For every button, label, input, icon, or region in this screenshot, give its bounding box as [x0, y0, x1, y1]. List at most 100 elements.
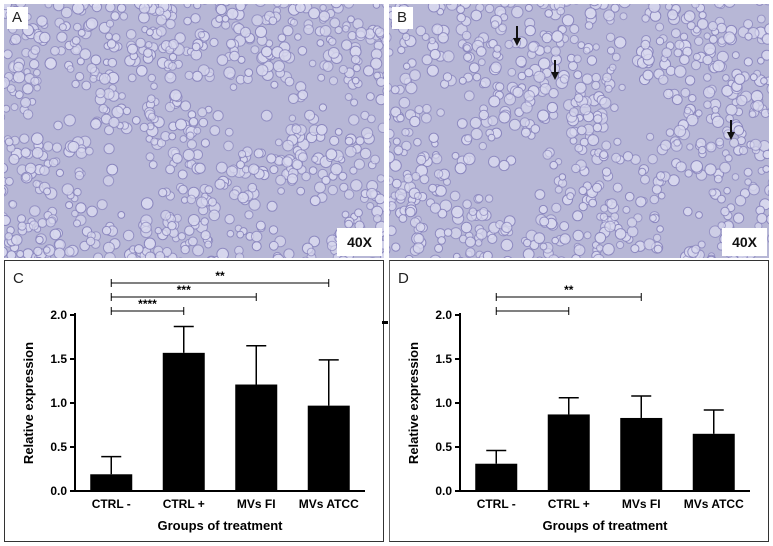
cell — [251, 14, 264, 27]
cell — [712, 59, 726, 73]
cell — [470, 127, 483, 141]
cell — [470, 9, 483, 22]
cell — [168, 38, 179, 50]
cell — [44, 57, 57, 70]
cell — [53, 120, 63, 131]
cell — [370, 57, 383, 70]
cell — [604, 220, 617, 233]
cell — [764, 4, 769, 6]
cell — [640, 48, 653, 61]
cell — [536, 4, 545, 7]
cell — [658, 74, 669, 86]
y-axis-label: Relative expression — [406, 342, 421, 464]
cell — [731, 51, 740, 60]
cell — [248, 163, 260, 175]
cell — [168, 52, 178, 62]
cell — [757, 57, 765, 65]
cell — [601, 140, 612, 151]
cell — [642, 69, 654, 81]
cell — [604, 84, 613, 93]
cell — [375, 94, 384, 106]
cell — [283, 248, 295, 258]
cell — [71, 79, 80, 89]
panel-letter-a: A — [7, 7, 29, 29]
cell — [236, 160, 245, 170]
cell — [266, 200, 278, 212]
cell — [622, 151, 634, 162]
cell — [419, 174, 430, 185]
cell — [251, 230, 263, 243]
cell — [734, 195, 747, 207]
cell — [350, 179, 363, 192]
cell — [214, 178, 226, 190]
cell — [79, 48, 92, 61]
cell — [4, 76, 10, 89]
cell — [329, 135, 340, 146]
cell — [426, 64, 439, 77]
significance-label: ** — [215, 269, 225, 283]
cell — [500, 238, 514, 252]
cell — [723, 186, 731, 195]
cell — [437, 208, 448, 219]
y-tick-label: 1.0 — [50, 396, 67, 410]
x-tick-label: CTRL + — [548, 497, 590, 511]
cell — [534, 189, 546, 200]
cell — [200, 217, 209, 226]
cell — [268, 16, 278, 26]
cell — [542, 149, 553, 160]
cell — [421, 54, 433, 66]
cell — [104, 252, 116, 258]
cell — [56, 31, 68, 43]
cell — [665, 128, 675, 137]
cell — [143, 48, 153, 58]
cell — [372, 4, 381, 9]
cell — [421, 112, 432, 124]
cell — [640, 174, 650, 185]
cell — [398, 96, 411, 109]
cell — [381, 4, 384, 9]
cell — [764, 23, 769, 35]
cell — [122, 106, 132, 116]
cell — [472, 72, 482, 82]
cell — [460, 221, 473, 234]
cell — [329, 17, 341, 29]
cell — [77, 28, 86, 37]
cell — [464, 236, 476, 248]
cell — [154, 226, 163, 235]
y-tick-label: 1.0 — [435, 396, 452, 410]
cell — [295, 4, 306, 13]
cell — [694, 36, 704, 46]
cell — [498, 159, 510, 172]
cell — [579, 103, 592, 116]
cell — [409, 69, 421, 81]
cell — [442, 50, 455, 63]
cell — [67, 140, 80, 153]
cell — [657, 191, 666, 200]
cell — [75, 71, 85, 82]
cell — [463, 90, 475, 102]
cell — [605, 32, 616, 42]
cell — [73, 219, 81, 228]
cell — [48, 157, 59, 168]
cell — [177, 232, 187, 241]
cell — [327, 47, 340, 59]
cell — [150, 137, 159, 146]
cell — [415, 25, 427, 37]
cell — [611, 52, 621, 62]
cell — [139, 122, 149, 133]
cell — [63, 114, 76, 127]
cell — [558, 173, 567, 181]
cell — [306, 247, 316, 257]
cell — [671, 94, 683, 106]
cell — [296, 186, 306, 196]
cell — [4, 114, 6, 121]
cell — [523, 238, 532, 248]
cell — [462, 199, 472, 209]
cell — [35, 235, 44, 245]
cell — [550, 46, 561, 57]
cell — [106, 163, 119, 176]
cell — [105, 19, 115, 28]
cell — [719, 161, 732, 174]
cell — [398, 4, 406, 6]
cell — [661, 47, 673, 59]
